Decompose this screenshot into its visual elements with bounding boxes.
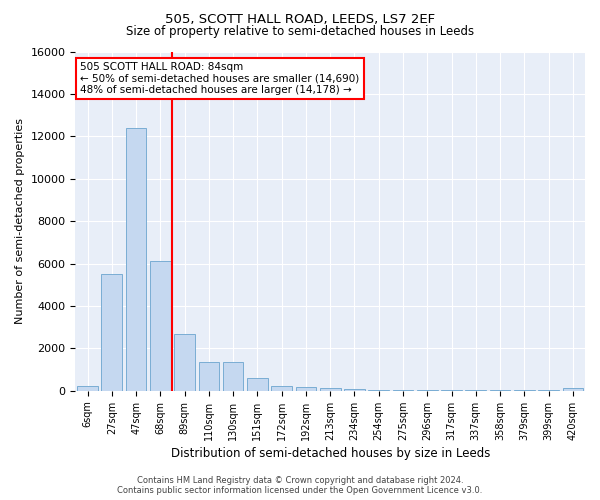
Bar xyxy=(368,390,389,391)
Text: Contains HM Land Registry data © Crown copyright and database right 2024.
Contai: Contains HM Land Registry data © Crown c… xyxy=(118,476,482,495)
Bar xyxy=(271,386,292,391)
Bar xyxy=(344,389,365,391)
Bar xyxy=(247,378,268,391)
Bar xyxy=(538,390,559,391)
Bar xyxy=(514,390,535,391)
Bar xyxy=(150,262,170,391)
Y-axis label: Number of semi-detached properties: Number of semi-detached properties xyxy=(15,118,25,324)
Bar xyxy=(466,390,486,391)
Bar xyxy=(126,128,146,391)
Bar xyxy=(320,388,341,391)
Bar xyxy=(392,390,413,391)
Text: 505, SCOTT HALL ROAD, LEEDS, LS7 2EF: 505, SCOTT HALL ROAD, LEEDS, LS7 2EF xyxy=(165,12,435,26)
Bar xyxy=(101,274,122,391)
Bar xyxy=(223,362,244,391)
Bar xyxy=(174,334,195,391)
Bar xyxy=(417,390,437,391)
Bar xyxy=(296,387,316,391)
Bar xyxy=(441,390,462,391)
Bar xyxy=(490,390,511,391)
Text: 505 SCOTT HALL ROAD: 84sqm
← 50% of semi-detached houses are smaller (14,690)
48: 505 SCOTT HALL ROAD: 84sqm ← 50% of semi… xyxy=(80,62,360,95)
Bar xyxy=(199,362,219,391)
X-axis label: Distribution of semi-detached houses by size in Leeds: Distribution of semi-detached houses by … xyxy=(170,447,490,460)
Bar xyxy=(77,386,98,391)
Text: Size of property relative to semi-detached houses in Leeds: Size of property relative to semi-detach… xyxy=(126,25,474,38)
Bar xyxy=(563,388,583,391)
